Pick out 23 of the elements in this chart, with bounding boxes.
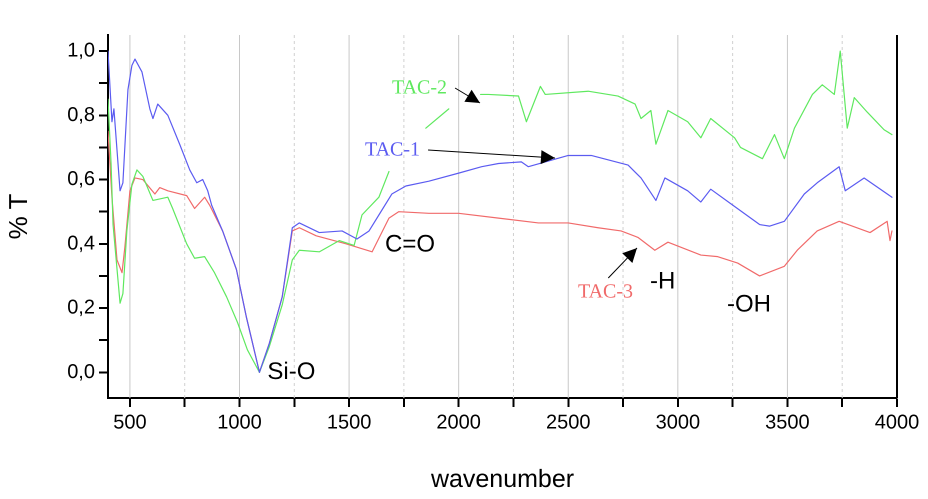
x-tick-label: 2500 [546,412,590,434]
series-label: TAC-3 [578,280,634,302]
x-tick-label: 1500 [326,412,372,434]
y-tick-label: 1,0 [67,40,95,62]
x-tick-label: 500 [113,412,147,434]
x-axis-title: wavenumber [430,464,574,493]
annotation: C=O [385,230,436,258]
series-label: TAC-2 [392,76,448,98]
y-tick-label: 0,8 [67,104,95,126]
y-tick-label: 0,6 [67,168,95,190]
y-axis-title: % T [2,194,33,240]
annotation: -H [650,268,676,295]
y-tick-label: 0,0 [67,360,95,383]
y-tick-label: 0,4 [67,232,95,254]
annotation: Si-O [267,358,316,385]
annotation: -OH [727,290,771,318]
x-tick-label: 4000 [874,412,920,434]
series-label: TAC-1 [365,138,420,160]
x-tick-label: 3500 [765,412,810,434]
y-tick-label: 0,2 [67,296,95,319]
x-tick-label: 2000 [436,412,481,434]
x-tick-label: 1000 [217,412,262,434]
x-tick-label: 3000 [656,412,700,434]
